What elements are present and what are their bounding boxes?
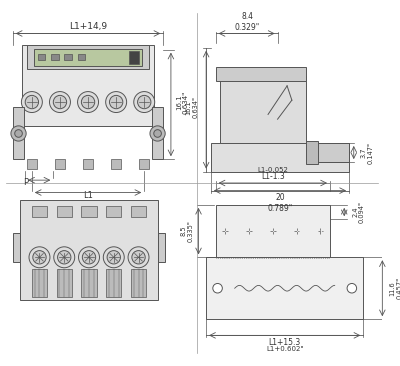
Bar bbox=[22, 45, 154, 126]
Circle shape bbox=[347, 284, 357, 293]
Bar bbox=[32, 269, 47, 297]
Bar bbox=[111, 159, 121, 169]
Circle shape bbox=[21, 92, 42, 112]
Bar bbox=[13, 107, 24, 159]
Bar bbox=[32, 206, 47, 217]
Text: 11.6
0.457": 11.6 0.457" bbox=[389, 277, 400, 299]
Circle shape bbox=[11, 126, 26, 141]
Circle shape bbox=[132, 251, 145, 264]
Text: L1+0.602": L1+0.602" bbox=[266, 346, 304, 352]
Circle shape bbox=[54, 247, 75, 268]
Circle shape bbox=[213, 284, 222, 293]
Circle shape bbox=[110, 96, 123, 109]
Text: 20
0.789": 20 0.789" bbox=[267, 193, 292, 213]
Bar bbox=[131, 269, 146, 297]
Bar bbox=[106, 206, 121, 217]
Circle shape bbox=[81, 96, 95, 109]
Circle shape bbox=[106, 92, 127, 112]
Circle shape bbox=[58, 251, 71, 264]
Circle shape bbox=[150, 126, 165, 141]
Bar bbox=[57, 206, 72, 217]
Circle shape bbox=[29, 247, 50, 268]
Bar bbox=[64, 55, 72, 60]
Bar bbox=[34, 49, 142, 66]
Bar bbox=[81, 269, 97, 297]
Circle shape bbox=[134, 92, 155, 112]
Text: 16.1
0.634": 16.1 0.634" bbox=[176, 90, 189, 114]
Text: L1-1.3: L1-1.3 bbox=[261, 172, 285, 181]
Circle shape bbox=[128, 247, 149, 268]
Bar bbox=[27, 45, 149, 69]
Bar bbox=[106, 269, 121, 297]
Bar bbox=[216, 67, 306, 81]
Bar bbox=[316, 143, 349, 162]
Circle shape bbox=[25, 96, 38, 109]
Bar bbox=[216, 205, 330, 257]
Text: 3.7
0.147": 3.7 0.147" bbox=[360, 142, 374, 164]
Bar bbox=[140, 159, 149, 169]
Text: L1: L1 bbox=[83, 191, 93, 200]
Text: L1+14,9: L1+14,9 bbox=[69, 22, 107, 31]
Bar bbox=[152, 107, 163, 159]
Bar bbox=[57, 269, 72, 297]
Bar bbox=[206, 257, 363, 319]
Bar bbox=[220, 76, 306, 143]
Circle shape bbox=[78, 247, 100, 268]
Text: 8.4
0.329": 8.4 0.329" bbox=[234, 12, 260, 32]
Circle shape bbox=[138, 96, 151, 109]
Text: L1+15.3: L1+15.3 bbox=[268, 337, 301, 347]
Circle shape bbox=[154, 130, 161, 137]
Circle shape bbox=[82, 251, 96, 264]
Bar bbox=[38, 55, 45, 60]
Text: 2.4
0.094": 2.4 0.094" bbox=[352, 201, 365, 223]
Circle shape bbox=[107, 251, 120, 264]
Circle shape bbox=[50, 92, 70, 112]
Bar bbox=[306, 141, 318, 164]
Bar bbox=[158, 234, 165, 262]
Bar bbox=[211, 143, 349, 172]
Circle shape bbox=[15, 130, 22, 137]
Text: 8.5
0.335": 8.5 0.335" bbox=[180, 220, 194, 242]
Bar bbox=[131, 206, 146, 217]
Bar bbox=[51, 55, 58, 60]
Text: 16.1
0.634": 16.1 0.634" bbox=[185, 96, 198, 118]
Bar bbox=[83, 159, 93, 169]
Circle shape bbox=[78, 92, 98, 112]
Bar bbox=[129, 51, 138, 64]
Bar bbox=[78, 55, 85, 60]
Bar bbox=[81, 206, 97, 217]
Circle shape bbox=[33, 251, 46, 264]
Circle shape bbox=[103, 247, 124, 268]
Bar bbox=[55, 159, 65, 169]
Text: P: P bbox=[23, 179, 28, 187]
Bar bbox=[20, 200, 158, 300]
Text: L1-0.052: L1-0.052 bbox=[257, 167, 288, 173]
Bar bbox=[27, 159, 37, 169]
Bar bbox=[13, 234, 20, 262]
Circle shape bbox=[53, 96, 67, 109]
